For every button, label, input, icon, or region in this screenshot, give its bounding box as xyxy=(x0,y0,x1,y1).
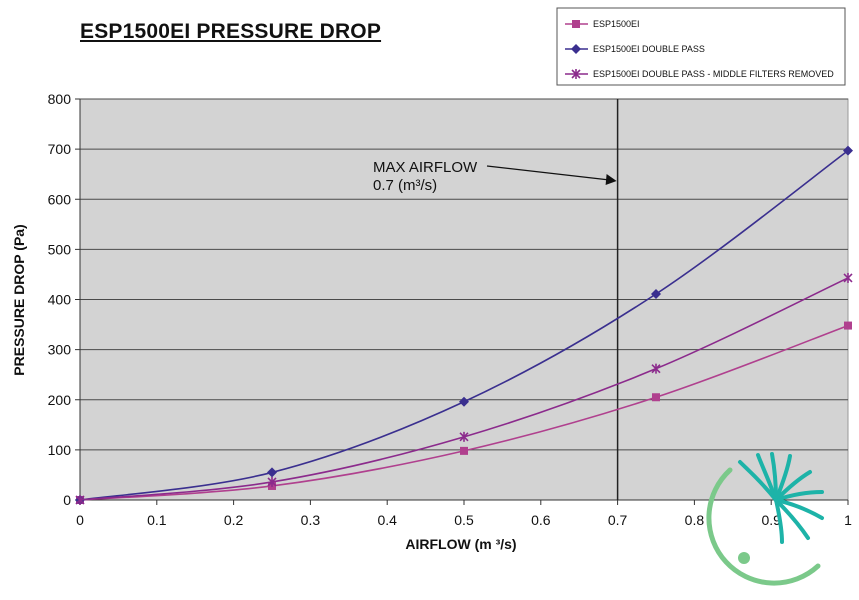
annotation-arrowhead xyxy=(605,174,617,185)
x-tick-label: 0 xyxy=(76,512,84,528)
series-layer xyxy=(75,145,853,505)
data-point-series-1 xyxy=(844,321,852,330)
data-point-series-3 xyxy=(267,476,277,487)
logo-petal-4 xyxy=(774,454,792,502)
x-tick-label: 0.3 xyxy=(301,512,321,528)
legend-box xyxy=(556,7,846,86)
annotation-arrow-line xyxy=(486,165,610,181)
data-point-series-3 xyxy=(75,495,85,505)
logo-petal-8 xyxy=(774,498,810,540)
y-tick-label: 500 xyxy=(48,241,72,257)
y-tick-label: 400 xyxy=(48,292,72,308)
logo-petal-7 xyxy=(774,498,824,520)
chart-title: ESP1500EI PRESSURE DROP xyxy=(80,20,382,43)
data-point-series-3 xyxy=(843,272,853,283)
data-point-series-2 xyxy=(459,396,469,407)
logo-petal-1 xyxy=(738,460,778,502)
x-tick-label: 0.6 xyxy=(531,512,551,528)
legend-marker xyxy=(571,69,581,79)
legend-label: ESP1500EI xyxy=(593,19,640,29)
y-axis-label: PRESSURE DROP (Pa) xyxy=(11,224,27,375)
x-tick-label: 0.9 xyxy=(761,512,781,528)
x-tick-label: 0.7 xyxy=(608,512,628,528)
data-point-series-2 xyxy=(267,467,277,478)
annotation-max-airflow-value: 0.7 (m³/s) xyxy=(373,177,437,194)
axes: 0 100 200 300 400 500 600 700 800 0 0.1 0.2 0.3 0.4 0.… xyxy=(48,91,852,528)
y-tick-label: 800 xyxy=(48,91,72,107)
logo-petal-5 xyxy=(774,470,812,502)
y-tick-label: 700 xyxy=(48,141,72,157)
data-point-series-2 xyxy=(843,145,853,156)
data-point-series-1 xyxy=(652,393,660,402)
logo-dot xyxy=(738,552,750,564)
logo-petal-6 xyxy=(774,490,824,502)
logo-arc xyxy=(706,467,821,586)
data-point-series-2 xyxy=(651,288,661,299)
y-tick-label: 100 xyxy=(48,442,72,458)
x-tick-label: 0.2 xyxy=(224,512,244,528)
x-tick-label: 0.5 xyxy=(454,512,474,528)
logo-petal-9 xyxy=(774,498,784,544)
annotation-max-airflow: MAX AIRFLOW xyxy=(373,159,478,176)
data-point-series-1 xyxy=(460,446,468,455)
y-tick-label: 200 xyxy=(48,392,72,408)
x-tick-label: 1 xyxy=(844,512,852,528)
legend-marker xyxy=(572,20,580,28)
data-point-series-3 xyxy=(651,363,661,374)
x-tick-label: 0.1 xyxy=(147,512,167,528)
company-logo xyxy=(706,452,824,586)
x-tick-label: 0.4 xyxy=(377,512,397,528)
legend-label: ESP1500EI DOUBLE PASS - MIDDLE FILTERS R… xyxy=(593,69,834,79)
x-axis-label: AIRFLOW (m ³/s) xyxy=(405,536,516,552)
x-tick-label: 0.8 xyxy=(685,512,705,528)
legend-label: ESP1500EI DOUBLE PASS xyxy=(593,44,705,54)
grid-lines xyxy=(80,98,848,451)
legend: ESP1500EI ESP1500EI DOUBLE PASS ESP1500EI … xyxy=(556,7,846,86)
legend-marker xyxy=(571,44,581,54)
data-point-series-3 xyxy=(459,431,469,442)
y-tick-label: 300 xyxy=(48,342,72,358)
y-tick-label: 600 xyxy=(48,191,72,207)
y-tick-label: 0 xyxy=(63,492,71,508)
